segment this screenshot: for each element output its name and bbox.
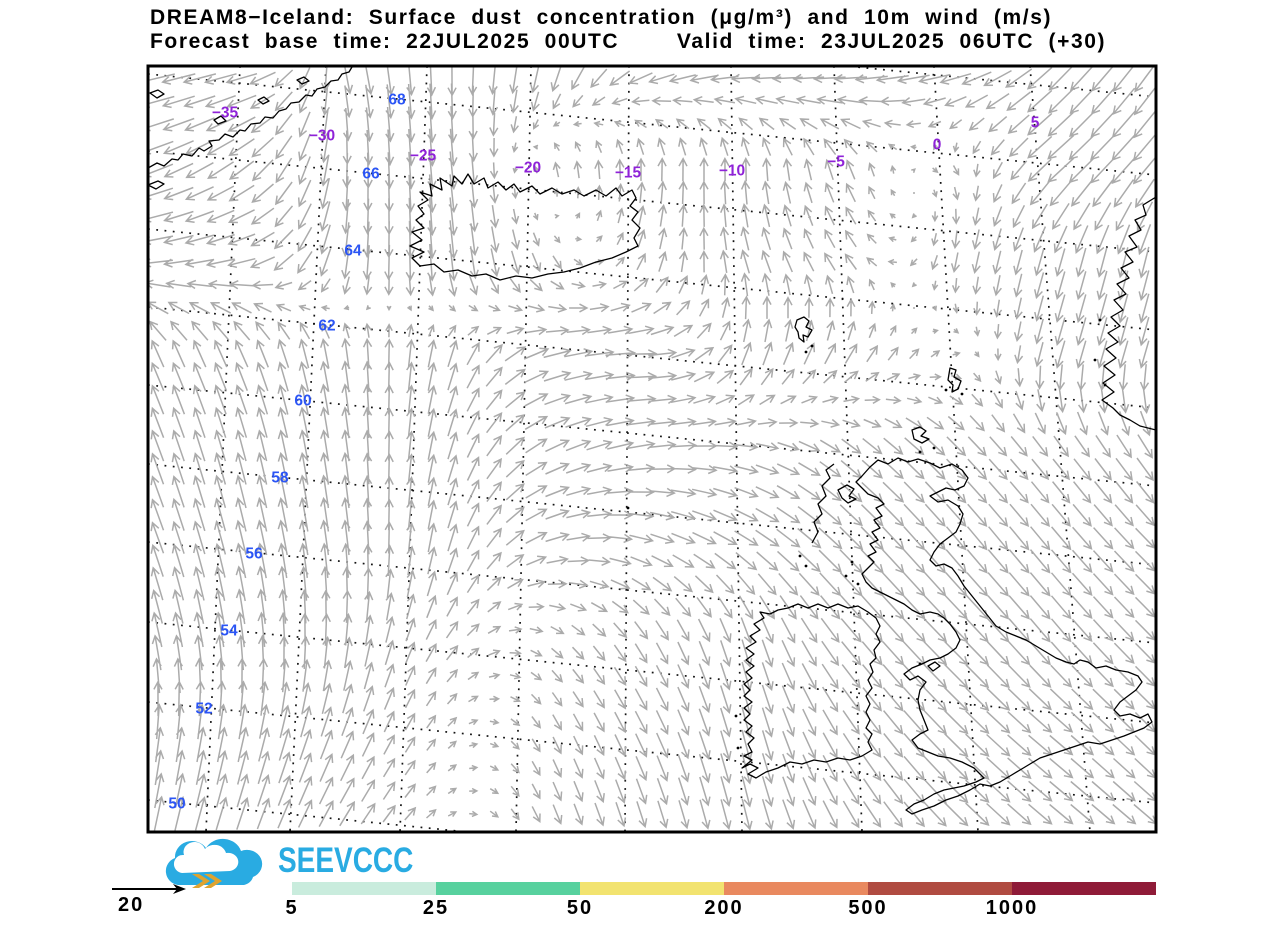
lon-label-minus35: −35 [212, 105, 239, 122]
coastline-greenland [148, 66, 353, 169]
colorbar-segment-5 [292, 882, 436, 895]
parallel-line [148, 150, 1156, 253]
island-dot [932, 446, 936, 450]
island-dot [850, 560, 854, 564]
lat-label-64: 64 [344, 243, 362, 260]
island-dot [804, 564, 808, 568]
island-dot [798, 554, 802, 558]
coastline-faroe [794, 316, 813, 343]
lon-label-minus25: −25 [410, 148, 437, 165]
coastline-greenland-islets [148, 76, 310, 190]
wind-reference-scale: 20 [100, 876, 220, 922]
coastlines [148, 66, 1156, 815]
graticule [148, 66, 1156, 832]
island-dot [944, 388, 948, 392]
island-dot [1098, 318, 1102, 322]
coastline-iceland [409, 173, 641, 281]
lon-label-minus15: −15 [615, 165, 642, 182]
colorbar-tick-label: 200 [704, 897, 744, 919]
lat-label-50: 50 [168, 796, 185, 813]
colorbar-segment-500 [868, 882, 1012, 895]
island-dot [918, 662, 922, 666]
colorbar-tick-label: 25 [422, 897, 450, 919]
lon-label-5: 5 [1031, 115, 1040, 132]
title-block: DREAM8−Iceland: Surface dust concentrati… [150, 6, 1276, 54]
coastline-great-britain [855, 457, 1153, 815]
meridian-line [833, 66, 863, 832]
colorbar-labels: 5 25 50 200 500 1000 [0, 897, 1282, 923]
seevccc-cloud-icon [165, 838, 263, 888]
colorbar-tick-label: 50 [566, 897, 594, 919]
meridian-line [399, 66, 428, 832]
seevccc-logo: SEEVCCC [146, 833, 413, 889]
island-dot [960, 392, 964, 396]
parallel-line [148, 701, 1156, 804]
parallel-line [148, 463, 1156, 566]
seevccc-logo-text: SEEVCCC [278, 841, 414, 880]
lon-label-minus30: −30 [309, 128, 335, 145]
colorbar-tick-label: 5 [285, 897, 299, 919]
lat-label-62: 62 [318, 318, 335, 335]
lon-label-minus20: −20 [515, 160, 541, 177]
lat-label-60: 60 [294, 393, 311, 410]
island-dot [734, 714, 738, 718]
coastline-shetland [947, 367, 962, 393]
coastline-ireland [741, 603, 881, 779]
wind-vector-field [148, 66, 1156, 832]
colorbar-segment-50 [580, 882, 724, 895]
meridian-line [515, 66, 532, 832]
island-dot [918, 450, 922, 454]
meridian-line [1029, 66, 1091, 832]
colorbar-tick-label: 1000 [985, 897, 1039, 919]
island-dot [856, 582, 860, 586]
lat-label-54: 54 [220, 623, 238, 640]
parallel-line [148, 73, 1156, 176]
parallel-line [148, 228, 1156, 331]
island-dot [804, 350, 808, 354]
colorbar-segment-1000 [1012, 882, 1156, 895]
lon-label-minus5: −5 [827, 154, 845, 171]
island-dot [1093, 358, 1097, 362]
lon-label-0: 0 [933, 137, 942, 154]
meridian-line [289, 66, 327, 832]
coastline-isle-of-man [927, 661, 941, 672]
coastline-orkney [911, 426, 930, 444]
lat-label-68: 68 [388, 92, 406, 109]
lat-label-66: 66 [362, 166, 380, 183]
map-subtitle: Forecast base time: 22JUL2025 00UTC Vali… [150, 30, 1107, 53]
lon-label-minus10: −10 [719, 163, 745, 180]
wind-reference-value: 20 [118, 894, 145, 916]
island-dot [736, 746, 740, 750]
island-dot [844, 574, 848, 578]
parallel-line [148, 621, 1156, 724]
colorbar-segment-200 [724, 882, 868, 895]
parallel-line [148, 541, 1156, 644]
island-dot [1103, 383, 1107, 387]
parallel-line [148, 384, 1156, 487]
meridian-line [933, 66, 979, 832]
coastline-skye [837, 484, 857, 504]
dust-concentration-colorbar [292, 882, 1156, 895]
island-dot [626, 506, 630, 510]
parallel-line [148, 306, 1156, 409]
colorbar-tick-label: 500 [848, 897, 888, 919]
coastline-hebrides [811, 463, 835, 544]
wind-reference-arrow-icon [112, 884, 186, 894]
lat-label-56: 56 [245, 546, 263, 563]
lat-label-58: 58 [271, 470, 289, 487]
island-dot [810, 344, 814, 348]
colorbar-segment-25 [436, 882, 580, 895]
map-frame-border [146, 64, 1158, 834]
meridian-line [730, 66, 743, 832]
meridian-line [205, 66, 241, 832]
lat-label-52: 52 [195, 701, 212, 718]
map-title: DREAM8−Iceland: Surface dust concentrati… [150, 6, 1053, 29]
coastline-norway [1101, 196, 1156, 431]
